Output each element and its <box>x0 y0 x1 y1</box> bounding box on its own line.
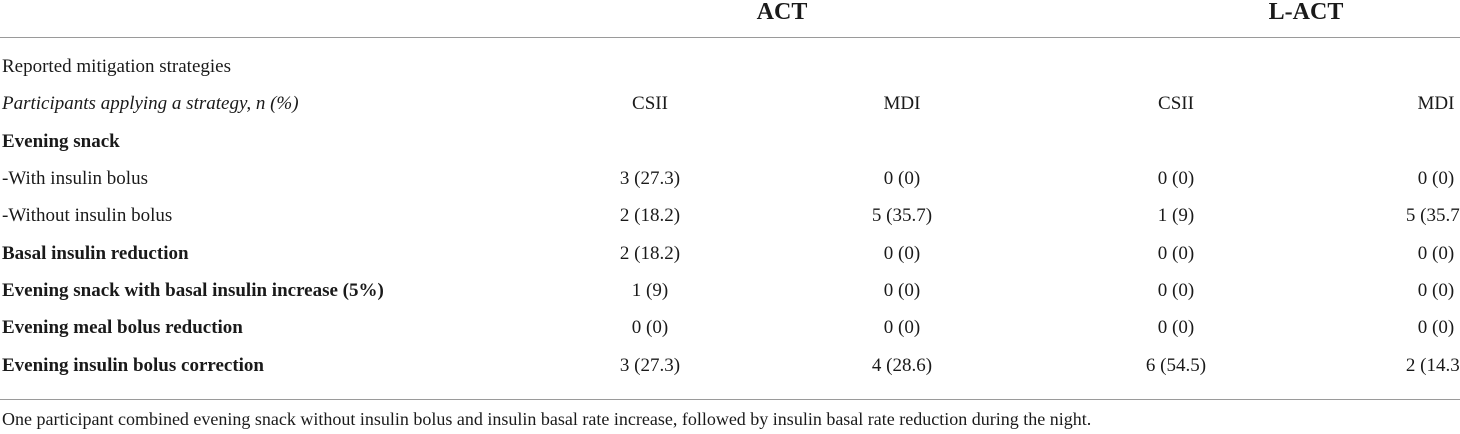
cell-act-csii: 3 (27.3) <box>619 168 681 189</box>
cell-lact-mdi: 0 (0) <box>1417 243 1455 264</box>
table-bottom-divider <box>0 399 1460 400</box>
column-header-act-csii: CSII <box>632 93 668 114</box>
column-header-lact-mdi: MDI <box>1417 93 1455 114</box>
row-label: Evening insulin bolus correction <box>2 355 265 376</box>
cell-lact-csii: 0 (0) <box>1157 280 1195 301</box>
row-label: Evening snack <box>2 131 120 152</box>
column-header-act-mdi: MDI <box>883 93 921 114</box>
cell-lact-mdi: 0 (0) <box>1417 317 1455 338</box>
cell-lact-csii: 0 (0) <box>1157 243 1195 264</box>
row-label: Basal insulin reduction <box>2 243 189 264</box>
group-header-act: ACT <box>756 0 808 25</box>
section-label-row: Reported mitigation strategies <box>0 48 1460 85</box>
group-header-l-act: L-ACT <box>1268 0 1344 25</box>
table-row: -With insulin bolus 3 (27.3) 0 (0) 0 (0)… <box>0 160 1460 197</box>
column-header-lact-csii: CSII <box>1158 93 1194 114</box>
cell-act-csii: 2 (18.2) <box>619 205 681 226</box>
cell-act-mdi: 0 (0) <box>883 168 921 189</box>
cell-act-csii: 1 (9) <box>631 280 669 301</box>
row-label: Evening meal bolus reduction <box>2 317 243 338</box>
table-row: Basal insulin reduction 2 (18.2) 0 (0) 0… <box>0 235 1460 272</box>
cell-lact-csii: 1 (9) <box>1157 205 1195 226</box>
cell-act-csii: 0 (0) <box>631 317 669 338</box>
header-divider <box>0 37 1460 38</box>
subheader-label: Participants applying a strategy, n (%) <box>2 93 299 114</box>
cell-lact-mdi: 0 (0) <box>1417 168 1455 189</box>
cell-act-mdi: 0 (0) <box>883 317 921 338</box>
cell-act-csii: 3 (27.3) <box>619 355 681 376</box>
table-footnote: One participant combined evening snack w… <box>2 409 1092 429</box>
cell-lact-mdi: 5 (35.7) <box>1405 205 1460 226</box>
table-row: Evening snack <box>0 123 1460 160</box>
table-row: Evening insulin bolus correction 3 (27.3… <box>0 347 1460 384</box>
table-row: Evening snack with basal insulin increas… <box>0 272 1460 309</box>
row-label: -Without insulin bolus <box>2 205 173 226</box>
cell-act-mdi: 0 (0) <box>883 280 921 301</box>
cell-act-mdi: 0 (0) <box>883 243 921 264</box>
cell-act-mdi: 5 (35.7) <box>871 205 933 226</box>
row-label: Evening snack with basal insulin increas… <box>2 280 384 301</box>
subheader-row: Participants applying a strategy, n (%) … <box>0 85 1460 122</box>
cell-lact-csii: 6 (54.5) <box>1145 355 1207 376</box>
cell-lact-csii: 0 (0) <box>1157 317 1195 338</box>
table-row: Evening meal bolus reduction 0 (0) 0 (0)… <box>0 309 1460 346</box>
cell-lact-mdi: 0 (0) <box>1417 280 1455 301</box>
cell-act-csii: 2 (18.2) <box>619 243 681 264</box>
table-row: -Without insulin bolus 2 (18.2) 5 (35.7)… <box>0 197 1460 234</box>
cell-lact-mdi: 2 (14.3) <box>1405 355 1460 376</box>
cell-lact-csii: 0 (0) <box>1157 168 1195 189</box>
row-label: -With insulin bolus <box>2 168 148 189</box>
section-label: Reported mitigation strategies <box>2 56 232 77</box>
cell-act-mdi: 4 (28.6) <box>871 355 933 376</box>
